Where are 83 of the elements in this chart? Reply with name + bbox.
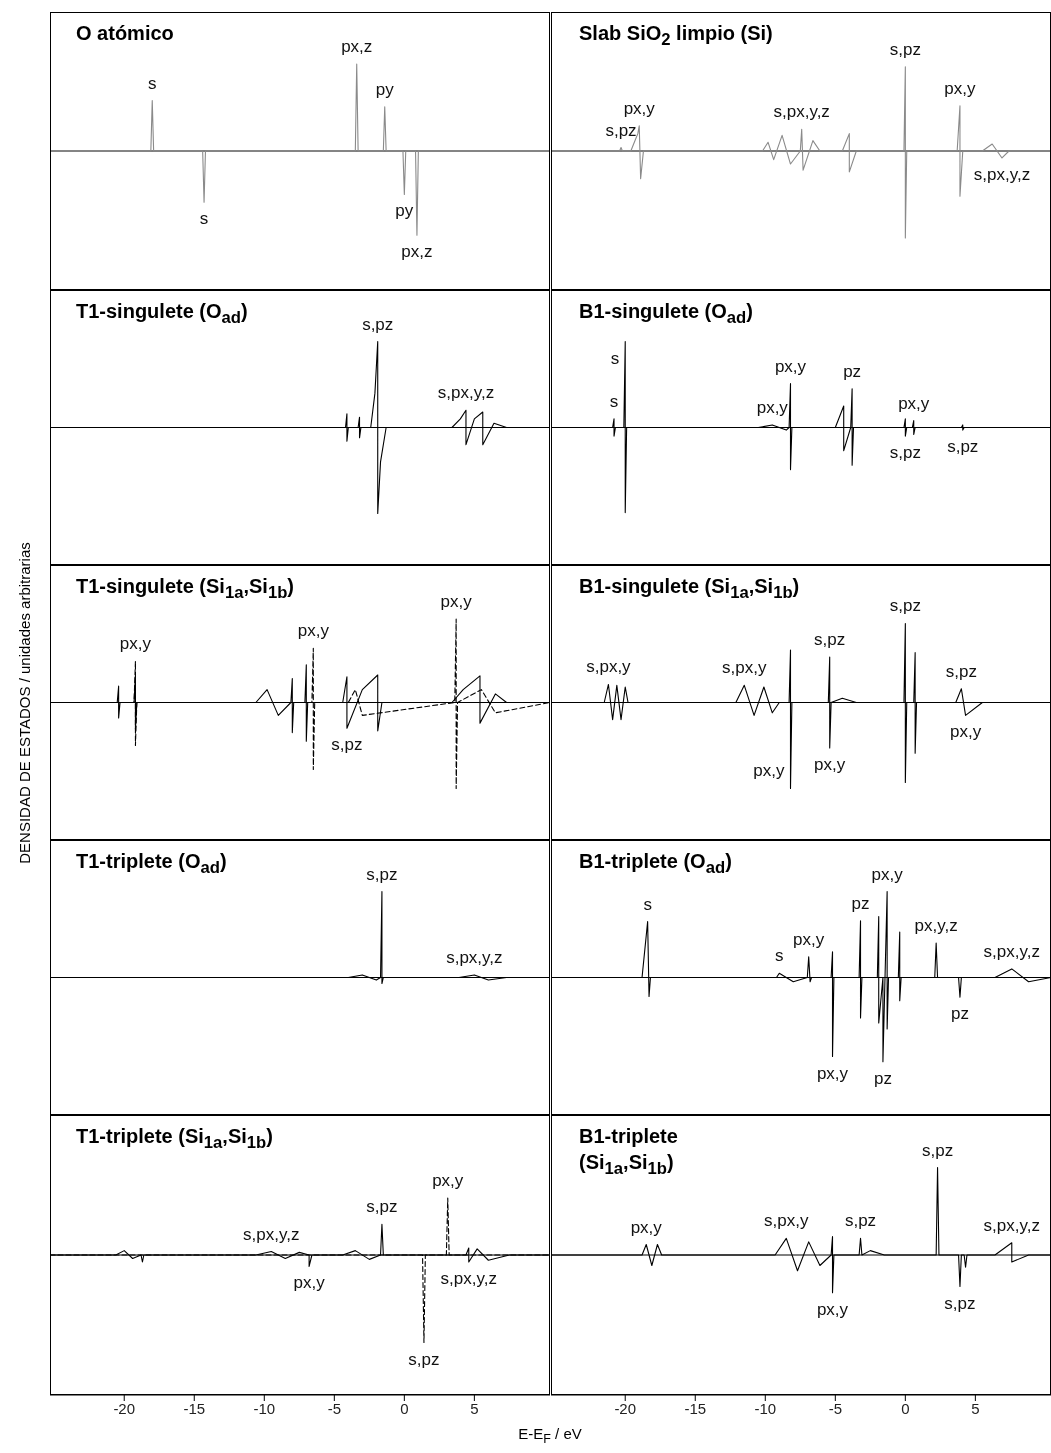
annotation: px,y xyxy=(756,397,788,417)
annotation: s,px,y xyxy=(764,1211,809,1231)
annotation: s,px,y,z xyxy=(973,164,1031,184)
annotation: s,pz xyxy=(945,661,977,681)
annotation: px,y xyxy=(432,1171,464,1191)
annotation: s,pz xyxy=(947,437,979,457)
annotation: px,y xyxy=(297,621,329,641)
annotation: pz xyxy=(873,1068,892,1088)
annotation: s,pz xyxy=(944,1293,976,1313)
annotation: pz xyxy=(843,361,862,381)
chart-title: T1-triplete (O$_{ad}$) xyxy=(76,849,227,879)
annotation: py xyxy=(395,201,414,221)
x-tick-label: -10 xyxy=(754,1399,777,1417)
annotation: s xyxy=(610,348,620,368)
annotation: pz xyxy=(950,1004,969,1024)
chart-title: T1-singulete (O$_{ad}$) xyxy=(76,299,248,329)
x-tick-label: -15 xyxy=(684,1399,707,1417)
x-tick-label: -20 xyxy=(614,1399,637,1417)
chart-title: B1-singulete (O$_{ad}$) xyxy=(579,299,753,329)
annotation: s,pz xyxy=(814,629,846,649)
x-axis-title: E-E$_{F}$ / eV xyxy=(518,1425,582,1446)
annotation: px,y xyxy=(630,1217,662,1237)
annotation: px,y,z xyxy=(914,916,958,936)
x-tick-label: -10 xyxy=(253,1399,276,1417)
annotation: s,pz xyxy=(366,864,398,884)
chart-title: B1-triplete (Si$_{1a}$,Si$_{1b}$) xyxy=(579,1124,678,1180)
chart-title: T1-singulete (Si$_{1a}$,Si$_{1b}$) xyxy=(76,574,295,604)
annotation: s,px,y,z xyxy=(983,1215,1040,1235)
annotation: px,y xyxy=(753,761,785,781)
annotation: s xyxy=(609,391,619,411)
annotation: px,y xyxy=(793,929,825,949)
annotation: px,y xyxy=(440,592,472,612)
x-tick-label: 0 xyxy=(400,1399,409,1417)
x-tick-label: -15 xyxy=(183,1399,206,1417)
chart-title: B1-singulete (Si$_{1a}$,Si$_{1b}$) xyxy=(579,574,800,604)
annotation: s,px,y,z xyxy=(437,383,495,403)
annotation: px,z xyxy=(341,37,373,57)
annotation: s,pz xyxy=(605,120,637,140)
annotation: s xyxy=(775,946,784,966)
annotation: s,pz xyxy=(844,1211,877,1231)
x-tick-label: 5 xyxy=(470,1399,479,1417)
annotation: px,y xyxy=(774,356,807,376)
annotation: px,y xyxy=(944,78,976,98)
annotation: px,y xyxy=(293,1273,325,1293)
annotation: px,y xyxy=(816,1063,849,1083)
annotation: px,y xyxy=(814,755,846,775)
chart-title: T1-triplete (Si$_{1a}$,Si$_{1b}$) xyxy=(76,1124,273,1154)
x-tick-label: 0 xyxy=(901,1399,910,1417)
annotation: px,z xyxy=(401,242,433,262)
annotation: s,px,y,z xyxy=(440,1269,497,1288)
annotation: px,y xyxy=(623,98,655,118)
annotation: py xyxy=(375,79,394,99)
annotation: s xyxy=(147,73,157,93)
annotation: s,px,y,z xyxy=(446,947,503,967)
annotation: px,y xyxy=(949,722,982,742)
x-tick-label: -20 xyxy=(113,1399,136,1417)
annotation: s,px,y,z xyxy=(243,1224,300,1244)
x-tick-label: -5 xyxy=(828,1399,842,1417)
y-axis-title: DENSIDAD DE ESTADOS / unidades arbitrarias xyxy=(15,541,33,864)
annotation: s,pz xyxy=(889,443,921,463)
annotation: s,pz xyxy=(362,314,394,334)
annotation: s,px,y xyxy=(722,658,767,678)
annotation: s,pz xyxy=(331,735,363,755)
annotation: s,pz xyxy=(408,1349,440,1369)
annotation: s xyxy=(643,894,652,914)
annotation: s,pz xyxy=(921,1140,954,1160)
annotation: s,px,y,z xyxy=(773,102,830,122)
annotation: s xyxy=(199,209,209,229)
chart-title: B1-triplete (O$_{ad}$) xyxy=(579,849,732,879)
chart-title: O atómico xyxy=(76,21,174,46)
annotation: s,pz xyxy=(889,39,921,59)
x-tick-label: -5 xyxy=(327,1399,341,1417)
annotation: pz xyxy=(851,893,870,913)
x-tick-label: 5 xyxy=(971,1399,980,1417)
annotation: px,y xyxy=(119,634,152,654)
annotation: px,y xyxy=(898,393,930,413)
chart-title: Slab SiO$_{2}$ limpio (Si) xyxy=(579,21,773,51)
annotation: s,pz xyxy=(366,1197,398,1217)
annotation: px,y xyxy=(871,864,903,884)
annotation: px,y xyxy=(816,1299,849,1319)
annotation: s,px,y xyxy=(586,657,631,677)
annotation: s,pz xyxy=(889,596,921,616)
annotation: s,px,y,z xyxy=(983,941,1040,961)
